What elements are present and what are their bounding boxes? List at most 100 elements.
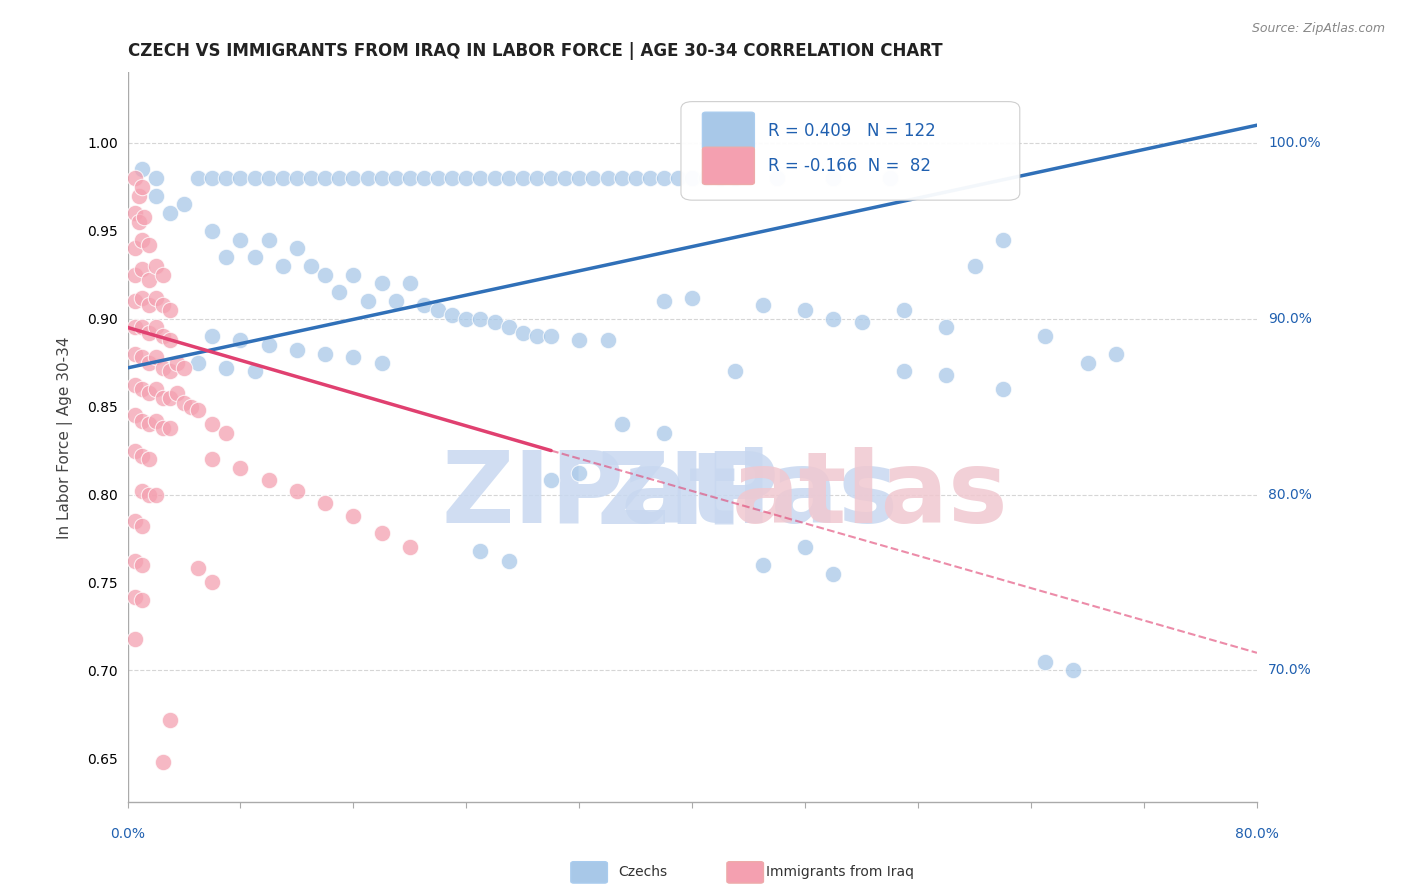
Point bbox=[512, 326, 534, 340]
Point bbox=[215, 425, 238, 440]
Point bbox=[124, 206, 146, 220]
Point bbox=[823, 311, 845, 326]
Point bbox=[314, 268, 336, 282]
Point bbox=[526, 329, 548, 343]
Point bbox=[131, 593, 153, 607]
Point bbox=[145, 320, 167, 334]
Text: 70.0%: 70.0% bbox=[1268, 664, 1312, 677]
Point bbox=[229, 233, 252, 247]
Point bbox=[124, 378, 146, 392]
Point bbox=[794, 302, 817, 317]
FancyBboxPatch shape bbox=[703, 147, 755, 185]
Point bbox=[229, 170, 252, 185]
Point bbox=[681, 291, 703, 305]
Point bbox=[243, 250, 266, 264]
Point bbox=[159, 333, 181, 347]
Point bbox=[285, 241, 308, 255]
Point bbox=[159, 391, 181, 405]
Text: R = 0.409   N = 122: R = 0.409 N = 122 bbox=[768, 122, 935, 140]
Point bbox=[610, 170, 633, 185]
Point bbox=[229, 461, 252, 475]
Point bbox=[138, 487, 160, 501]
Point bbox=[159, 713, 181, 727]
Point bbox=[991, 233, 1014, 247]
Point bbox=[201, 224, 224, 238]
Point bbox=[138, 237, 160, 252]
Text: atlas: atlas bbox=[731, 447, 1008, 544]
Point bbox=[138, 356, 160, 370]
Point bbox=[152, 329, 174, 343]
Point bbox=[1105, 347, 1128, 361]
Point bbox=[145, 351, 167, 365]
Point bbox=[596, 170, 619, 185]
Point bbox=[794, 541, 817, 555]
Point bbox=[314, 347, 336, 361]
Point bbox=[215, 360, 238, 375]
Point bbox=[271, 259, 294, 273]
Point bbox=[201, 452, 224, 467]
Text: Source: ZipAtlas.com: Source: ZipAtlas.com bbox=[1251, 22, 1385, 36]
Point bbox=[370, 356, 392, 370]
Point bbox=[1033, 655, 1056, 669]
Text: 90.0%: 90.0% bbox=[1268, 311, 1312, 326]
Point bbox=[187, 170, 209, 185]
Point bbox=[470, 170, 492, 185]
Point bbox=[399, 170, 422, 185]
Point bbox=[399, 277, 422, 291]
Point bbox=[652, 170, 675, 185]
Point bbox=[131, 483, 153, 498]
Point bbox=[159, 420, 181, 434]
Point bbox=[441, 308, 464, 322]
Y-axis label: In Labor Force | Age 30-34: In Labor Force | Age 30-34 bbox=[58, 336, 73, 539]
Point bbox=[131, 233, 153, 247]
Point bbox=[180, 400, 202, 414]
Point bbox=[596, 333, 619, 347]
Point bbox=[173, 197, 195, 211]
Point bbox=[166, 356, 188, 370]
Point bbox=[166, 385, 188, 400]
Point bbox=[456, 170, 478, 185]
Point bbox=[470, 311, 492, 326]
Point bbox=[145, 487, 167, 501]
Point bbox=[1077, 356, 1099, 370]
Point bbox=[723, 170, 745, 185]
Point bbox=[187, 356, 209, 370]
Point bbox=[413, 170, 436, 185]
Point bbox=[152, 755, 174, 769]
Point bbox=[681, 170, 703, 185]
Point bbox=[370, 526, 392, 541]
FancyBboxPatch shape bbox=[681, 102, 1019, 200]
Point bbox=[384, 294, 406, 309]
Point bbox=[328, 285, 350, 300]
Point bbox=[128, 215, 150, 229]
Point bbox=[201, 417, 224, 432]
Point bbox=[498, 554, 520, 568]
Point bbox=[512, 170, 534, 185]
Point bbox=[568, 333, 591, 347]
Text: 80.0%: 80.0% bbox=[1268, 488, 1312, 501]
Point bbox=[935, 368, 957, 382]
Point bbox=[314, 170, 336, 185]
Point bbox=[470, 544, 492, 558]
Point bbox=[124, 320, 146, 334]
Point bbox=[173, 396, 195, 410]
Point bbox=[695, 170, 717, 185]
Point bbox=[299, 170, 322, 185]
Point bbox=[342, 508, 364, 523]
Point bbox=[370, 277, 392, 291]
Point bbox=[484, 170, 506, 185]
Point bbox=[124, 554, 146, 568]
Point bbox=[299, 259, 322, 273]
Point bbox=[145, 259, 167, 273]
Text: Immigrants from Iraq: Immigrants from Iraq bbox=[766, 865, 914, 880]
Point bbox=[131, 320, 153, 334]
Text: ZIPatlas: ZIPatlas bbox=[596, 447, 1053, 544]
Point bbox=[124, 409, 146, 423]
Point bbox=[131, 382, 153, 396]
Point bbox=[145, 170, 167, 185]
Point bbox=[384, 170, 406, 185]
Point bbox=[709, 170, 731, 185]
Point bbox=[138, 297, 160, 311]
Point bbox=[498, 320, 520, 334]
Point bbox=[638, 170, 661, 185]
